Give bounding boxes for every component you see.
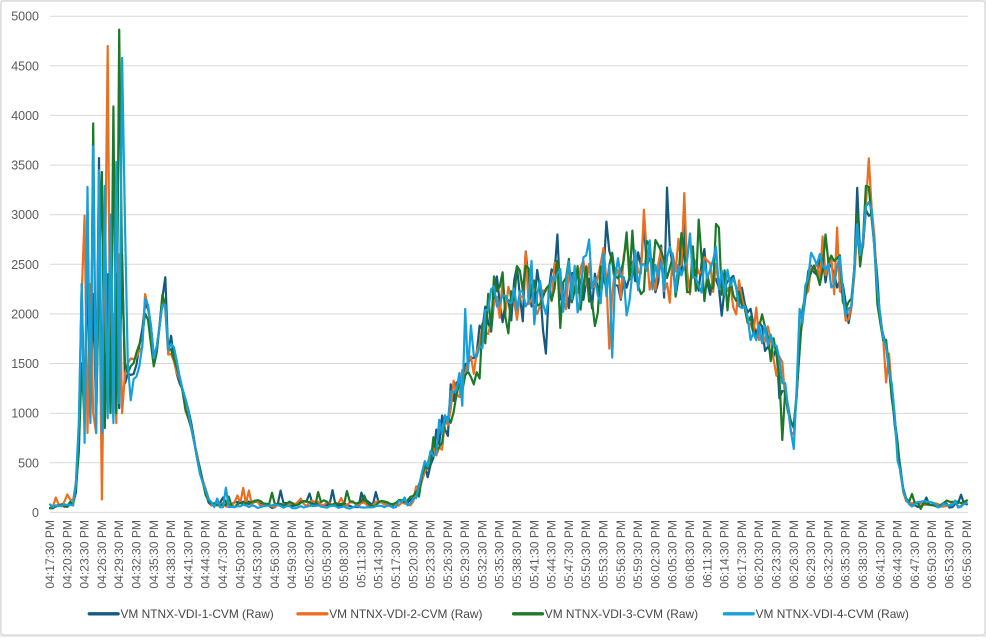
svg-text:06:29:30 PM: 06:29:30 PM — [804, 520, 818, 589]
svg-text:04:17:30 PM: 04:17:30 PM — [43, 520, 57, 589]
svg-text:1500: 1500 — [11, 357, 39, 371]
svg-text:0: 0 — [32, 506, 39, 520]
svg-text:04:32:30 PM: 04:32:30 PM — [130, 520, 144, 589]
svg-text:05:53:30 PM: 05:53:30 PM — [597, 520, 611, 589]
svg-text:04:29:30 PM: 04:29:30 PM — [112, 520, 126, 589]
svg-text:05:35:30 PM: 05:35:30 PM — [493, 520, 507, 589]
svg-text:05:11:30 PM: 05:11:30 PM — [354, 520, 368, 588]
svg-text:05:44:30 PM: 05:44:30 PM — [545, 520, 559, 589]
svg-text:500: 500 — [18, 456, 39, 470]
svg-text:06:20:30 PM: 06:20:30 PM — [752, 520, 766, 589]
svg-text:VM NTNX-VDI-4-CVM (Raw): VM NTNX-VDI-4-CVM (Raw) — [756, 607, 909, 621]
svg-text:06:53:30 PM: 06:53:30 PM — [943, 520, 957, 589]
svg-text:2500: 2500 — [11, 258, 39, 272]
svg-text:06:47:30 PM: 06:47:30 PM — [908, 520, 922, 589]
svg-text:04:56:30 PM: 04:56:30 PM — [268, 520, 282, 589]
svg-text:4000: 4000 — [11, 109, 39, 123]
svg-text:06:02:30 PM: 06:02:30 PM — [648, 520, 662, 589]
svg-text:04:47:30 PM: 04:47:30 PM — [216, 520, 230, 589]
svg-text:06:11:30 PM: 06:11:30 PM — [700, 520, 714, 588]
svg-text:05:47:30 PM: 05:47:30 PM — [562, 520, 576, 589]
svg-text:04:50:30 PM: 04:50:30 PM — [233, 520, 247, 589]
svg-text:06:50:30 PM: 06:50:30 PM — [925, 520, 939, 589]
svg-text:05:17:30 PM: 05:17:30 PM — [389, 520, 403, 589]
svg-text:05:20:30 PM: 05:20:30 PM — [406, 520, 420, 589]
svg-text:06:17:30 PM: 06:17:30 PM — [735, 520, 749, 589]
svg-text:VM NTNX-VDI-1-CVM (Raw): VM NTNX-VDI-1-CVM (Raw) — [121, 607, 274, 621]
svg-text:06:32:30 PM: 06:32:30 PM — [821, 520, 835, 589]
svg-text:4500: 4500 — [11, 59, 39, 73]
svg-text:3500: 3500 — [11, 159, 39, 173]
svg-text:06:08:30 PM: 06:08:30 PM — [683, 520, 697, 589]
svg-text:06:14:30 PM: 06:14:30 PM — [718, 520, 732, 589]
svg-text:06:23:30 PM: 06:23:30 PM — [770, 520, 784, 589]
svg-text:3000: 3000 — [11, 208, 39, 222]
svg-text:05:23:30 PM: 05:23:30 PM — [424, 520, 438, 589]
svg-text:1000: 1000 — [11, 407, 39, 421]
svg-text:05:14:30 PM: 05:14:30 PM — [372, 520, 386, 589]
svg-text:05:59:30 PM: 05:59:30 PM — [631, 520, 645, 589]
svg-text:06:41:30 PM: 06:41:30 PM — [873, 520, 887, 589]
svg-text:05:56:30 PM: 05:56:30 PM — [614, 520, 628, 589]
svg-text:04:59:30 PM: 04:59:30 PM — [285, 520, 299, 589]
svg-text:04:44:30 PM: 04:44:30 PM — [199, 520, 213, 589]
svg-text:04:26:30 PM: 04:26:30 PM — [95, 520, 109, 589]
svg-text:04:41:30 PM: 04:41:30 PM — [181, 520, 195, 589]
svg-text:04:38:30 PM: 04:38:30 PM — [164, 520, 178, 589]
svg-text:06:05:30 PM: 06:05:30 PM — [666, 520, 680, 589]
svg-text:05:38:30 PM: 05:38:30 PM — [510, 520, 524, 589]
svg-text:06:35:30 PM: 06:35:30 PM — [839, 520, 853, 589]
svg-text:05:05:30 PM: 05:05:30 PM — [320, 520, 334, 589]
svg-text:06:26:30 PM: 06:26:30 PM — [787, 520, 801, 589]
svg-text:2000: 2000 — [11, 307, 39, 321]
svg-text:05:29:30 PM: 05:29:30 PM — [458, 520, 472, 589]
svg-text:05:41:30 PM: 05:41:30 PM — [527, 520, 541, 589]
svg-text:04:53:30 PM: 04:53:30 PM — [251, 520, 265, 589]
svg-text:06:56:30 PM: 06:56:30 PM — [960, 520, 974, 589]
svg-text:VM NTNX-VDI-2-CVM (Raw): VM NTNX-VDI-2-CVM (Raw) — [329, 607, 482, 621]
svg-text:04:20:30 PM: 04:20:30 PM — [60, 520, 74, 589]
svg-text:05:02:30 PM: 05:02:30 PM — [303, 520, 317, 589]
svg-text:05:32:30 PM: 05:32:30 PM — [475, 520, 489, 589]
svg-text:06:38:30 PM: 06:38:30 PM — [856, 520, 870, 589]
svg-text:05:08:30 PM: 05:08:30 PM — [337, 520, 351, 589]
svg-text:5000: 5000 — [11, 10, 39, 24]
svg-text:06:44:30 PM: 06:44:30 PM — [891, 520, 905, 589]
svg-text:05:50:30 PM: 05:50:30 PM — [579, 520, 593, 589]
svg-text:05:26:30 PM: 05:26:30 PM — [441, 520, 455, 589]
svg-text:04:35:30 PM: 04:35:30 PM — [147, 520, 161, 589]
svg-text:VM NTNX-VDI-3-CVM (Raw): VM NTNX-VDI-3-CVM (Raw) — [545, 607, 698, 621]
svg-text:04:23:30 PM: 04:23:30 PM — [78, 520, 92, 589]
